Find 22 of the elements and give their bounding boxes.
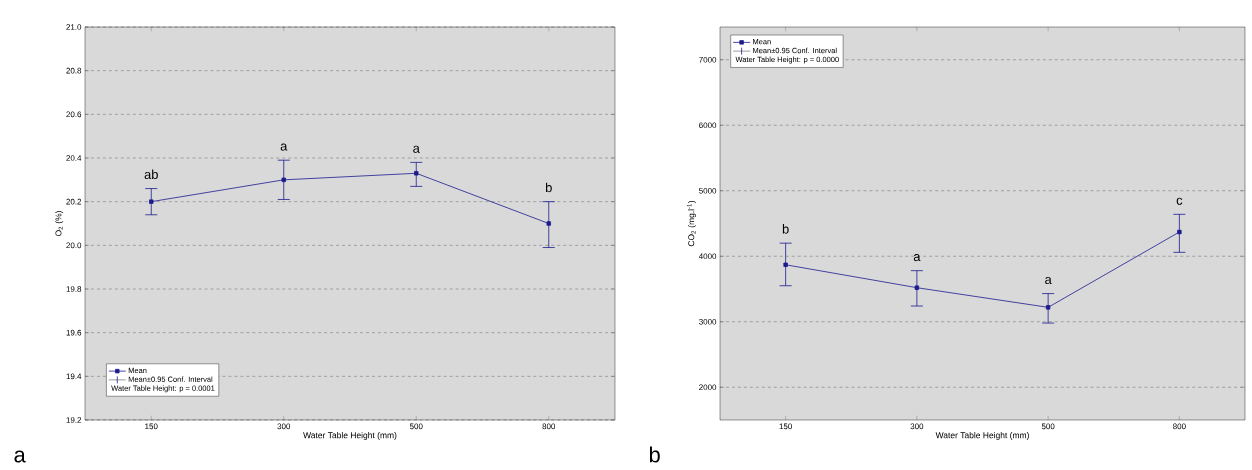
x-axis-title: Water Table Height (mm)	[935, 432, 1029, 440]
annotation: a	[913, 254, 921, 262]
annotation: c	[1176, 197, 1183, 205]
annotation: a	[413, 145, 420, 153]
point	[414, 171, 419, 176]
point	[1177, 229, 1182, 235]
point	[546, 221, 551, 226]
point	[281, 177, 286, 183]
point	[914, 285, 920, 290]
point	[783, 262, 788, 267]
annotation: a	[1045, 276, 1052, 285]
y-axis-title: CO$_{2}$ (mg.l$^{-1}$)	[687, 200, 696, 247]
annotation: ab	[144, 169, 158, 180]
y-axis-title: O$_{2}$ (%)	[55, 211, 64, 237]
annotation: b	[782, 224, 789, 234]
point	[149, 199, 154, 204]
annotation: a	[280, 143, 288, 151]
point	[1045, 305, 1051, 310]
text: b	[649, 446, 660, 463]
annotation: b	[545, 182, 552, 193]
text: a	[14, 450, 26, 463]
x-axis-title: Water Table Height (mm)	[303, 432, 397, 440]
